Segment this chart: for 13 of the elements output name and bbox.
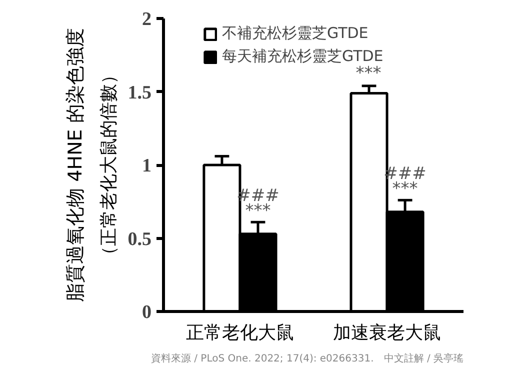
legend-label: 每天補充松杉靈芝GTDE <box>222 47 384 66</box>
x-tick-label: 加速衰老大鼠 <box>333 322 442 344</box>
y-tick-label: 0.5 <box>128 228 152 250</box>
legend-label: 不補充松杉靈芝GTDE <box>222 24 368 43</box>
annotation: *** <box>356 64 382 84</box>
y-tick-label: 2 <box>142 9 152 30</box>
y-tick-label: 1.5 <box>128 82 152 104</box>
y-tick-label: 1 <box>142 156 152 176</box>
x-tick-label: 正常老化大鼠 <box>186 322 294 344</box>
y-axis-title: 脂質過氧化物 4HNE 的染色強度 <box>64 28 86 302</box>
y-tick-label: 0 <box>142 302 152 323</box>
source-note: 資料來源 / PLoS One. 2022; 17(4): e0266331. 中文註解 / 吳亭瑤 <box>150 352 464 364</box>
text: （正常老化大鼠的倍數） <box>98 66 120 264</box>
